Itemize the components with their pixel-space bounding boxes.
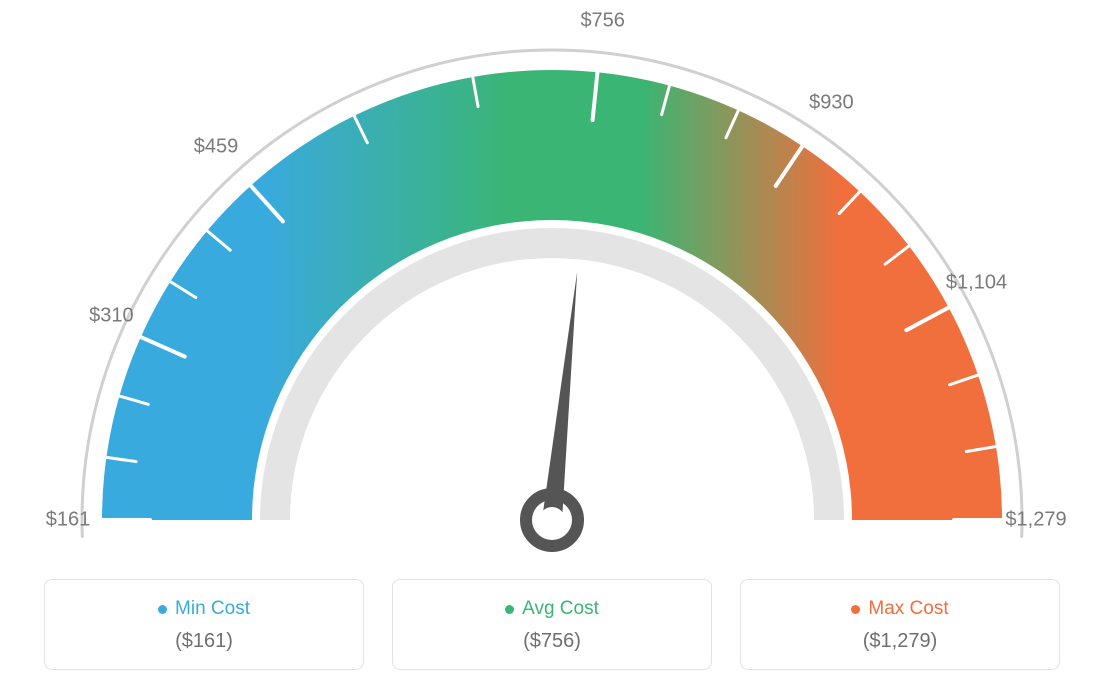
tick-label: $756 [580, 9, 625, 32]
dot-icon [158, 605, 167, 614]
legend-avg-title: Avg Cost [505, 598, 599, 620]
legend-avg-label: Avg Cost [522, 598, 599, 620]
legend-min-title: Min Cost [158, 598, 250, 620]
tick-label: $1,279 [1005, 509, 1066, 532]
legend-min-value: ($161) [55, 630, 353, 653]
legend-max-title: Max Cost [851, 598, 948, 620]
legend-max-box: Max Cost ($1,279) [740, 579, 1060, 670]
legend-min-box: Min Cost ($161) [44, 579, 364, 670]
tick-label: $310 [89, 304, 134, 327]
legend-min-label: Min Cost [175, 598, 250, 620]
legend-max-label: Max Cost [868, 598, 948, 620]
legend-row: Min Cost ($161) Avg Cost ($756) Max Cost… [0, 579, 1104, 670]
tick-label: $161 [46, 509, 91, 532]
tick-label: $1,104 [946, 271, 1007, 294]
legend-avg-box: Avg Cost ($756) [392, 579, 712, 670]
tick-label: $930 [809, 91, 854, 114]
legend-avg-value: ($756) [403, 630, 701, 653]
gauge-chart: $161 $310 $459 $756 $930 $1,104 $1,279 [0, 0, 1104, 560]
legend-max-value: ($1,279) [751, 630, 1049, 653]
gauge-svg [0, 0, 1104, 560]
dot-icon [851, 605, 860, 614]
dot-icon [505, 605, 514, 614]
tick-label: $459 [194, 136, 239, 159]
